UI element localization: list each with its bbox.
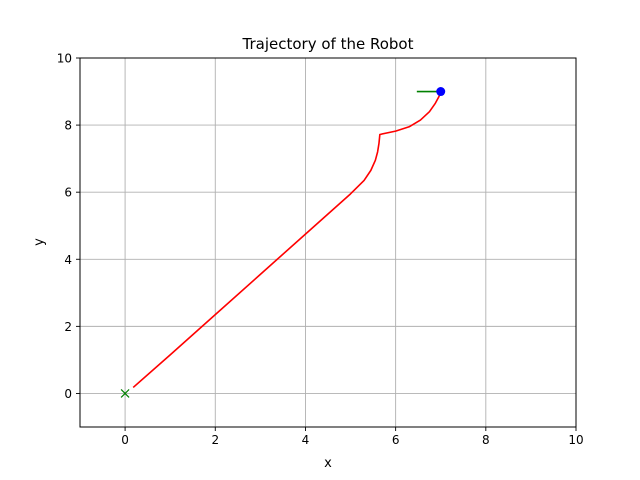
y-tick-label: 2 <box>64 320 72 334</box>
x-tick-label: 0 <box>121 433 129 447</box>
robot-position-marker <box>436 87 446 97</box>
x-tick-label: 6 <box>392 433 400 447</box>
y-tick-label: 4 <box>64 253 72 267</box>
chart-title: Trajectory of the Robot <box>242 35 414 53</box>
x-tick-label: 10 <box>568 433 583 447</box>
x-tick-label: 2 <box>211 433 219 447</box>
x-tick-label: 8 <box>482 433 490 447</box>
start-marker-stroke <box>120 389 130 398</box>
x-tick-label: 4 <box>302 433 310 447</box>
start-marker <box>120 389 130 398</box>
plot-area <box>120 87 446 398</box>
y-axis-label: y <box>32 238 47 246</box>
y-tick-label: 8 <box>64 119 72 133</box>
y-tick-label: 0 <box>64 387 72 401</box>
y-tick-label: 10 <box>57 52 72 66</box>
series-line-0 <box>132 91 442 389</box>
x-axis-label: x <box>324 456 332 471</box>
axis-ticks: 0 2 4 6 8 10 0 2 4 6 8 10 <box>57 52 584 448</box>
y-tick-label: 6 <box>64 186 72 200</box>
axes-frame <box>79 57 577 428</box>
